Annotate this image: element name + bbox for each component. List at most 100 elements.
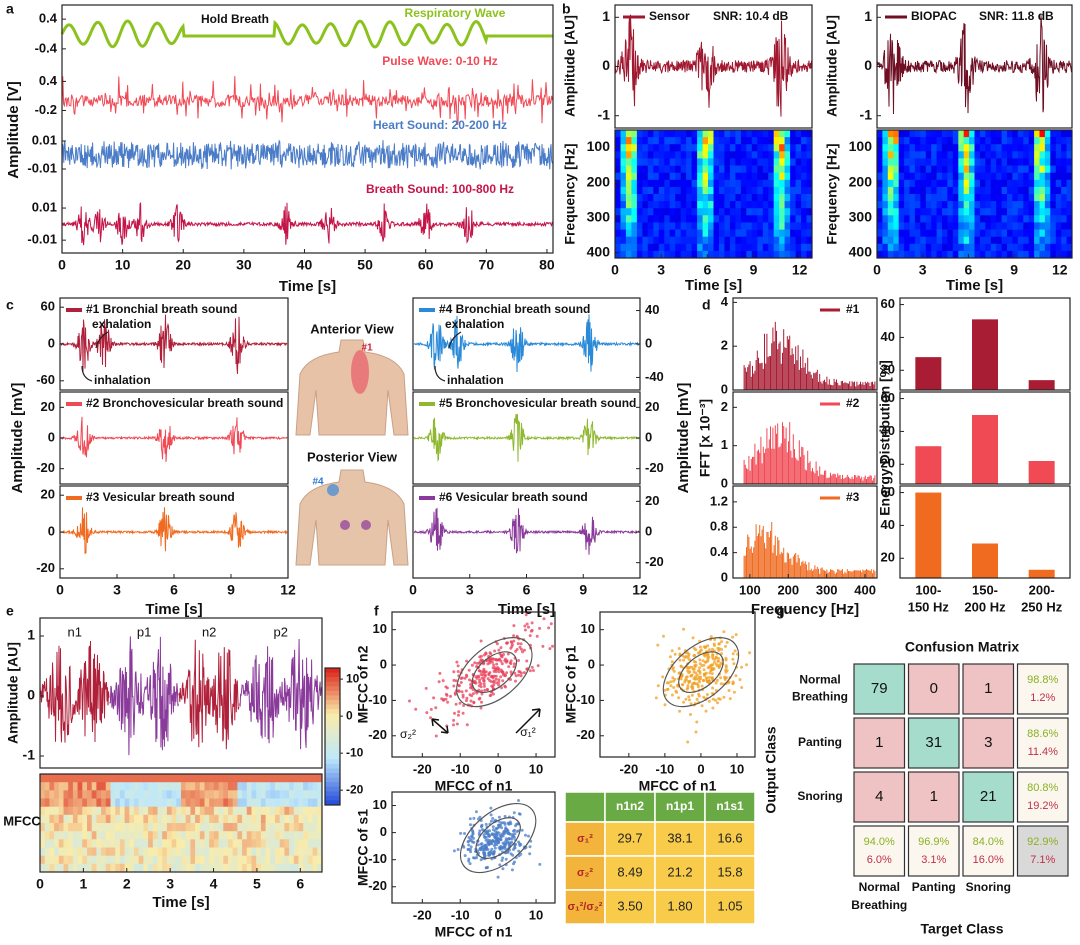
scatter-point xyxy=(484,651,488,655)
spectrogram-cell xyxy=(784,236,791,245)
label: Time [s] xyxy=(685,277,742,294)
y-tick-label: 20 xyxy=(881,550,895,565)
spectrogram-cell xyxy=(784,165,791,174)
spectrogram-cell xyxy=(647,194,654,202)
scatter-point xyxy=(732,662,736,666)
spectrogram-cell xyxy=(784,243,791,252)
spectrogram-cell xyxy=(806,165,813,174)
spectrogram-cell xyxy=(615,158,621,166)
mfcc-cell xyxy=(63,831,69,840)
mfcc-cell xyxy=(181,831,187,840)
scatter-point xyxy=(452,684,456,688)
spectrogram-cell xyxy=(1001,222,1008,230)
spectrogram-cell xyxy=(969,172,975,181)
label: 38.1 xyxy=(667,830,692,845)
label: Normal xyxy=(859,880,900,894)
spectrogram-cell xyxy=(691,144,698,152)
mfcc-cell xyxy=(181,814,187,824)
mfcc-cell xyxy=(58,863,64,873)
spectrogram-cell xyxy=(1017,215,1024,223)
spectrogram-cell xyxy=(882,151,889,159)
spectrogram-cell xyxy=(996,130,1002,138)
scatter-point xyxy=(480,842,484,846)
mfcc-cell xyxy=(265,782,271,791)
spectrogram-cell xyxy=(697,208,703,216)
scatter-point xyxy=(471,840,475,844)
spectrogram-cell xyxy=(990,243,997,252)
spectrogram-cell xyxy=(1034,208,1040,216)
spectrogram-cell xyxy=(724,243,731,252)
spectrogram-cell xyxy=(985,215,992,223)
spectrogram-cell xyxy=(642,179,649,188)
y-tick-label: 400 xyxy=(587,243,611,259)
spectrogram-cell xyxy=(762,130,769,138)
spectrogram-cell xyxy=(877,201,883,209)
scatter-point xyxy=(464,699,468,703)
spectrogram-cell xyxy=(697,186,703,195)
mfcc-cell xyxy=(213,798,219,808)
spectrogram-cell xyxy=(762,158,769,166)
label: n1 xyxy=(67,624,81,639)
mfcc-cell xyxy=(246,798,252,808)
mfcc-cell xyxy=(303,798,309,808)
spectrogram-cell xyxy=(969,130,975,138)
mfcc-cell xyxy=(242,831,248,840)
spectrogram-cell xyxy=(979,229,986,238)
scatter-point xyxy=(738,678,742,682)
spectrogram-cell xyxy=(942,201,948,209)
mfcc-cell xyxy=(228,782,234,791)
spectrogram-cell xyxy=(719,179,725,188)
spectrogram-cell xyxy=(914,229,921,238)
spectrogram-cell xyxy=(724,165,731,174)
scatter-point xyxy=(512,862,515,866)
mfcc-cell xyxy=(260,847,266,857)
spectrogram-cell xyxy=(757,201,764,209)
spectrogram-cell xyxy=(1044,229,1051,238)
mfcc-cell xyxy=(119,831,125,840)
spectrogram-cell xyxy=(779,179,786,188)
scatter-point xyxy=(501,856,505,860)
scatter-point xyxy=(470,663,474,667)
spectrogram-cell xyxy=(784,137,791,145)
spectrogram-cell xyxy=(642,208,649,216)
spectrogram-cell xyxy=(680,194,687,202)
spectrogram-cell xyxy=(686,186,692,195)
spectrogram-cell xyxy=(882,250,889,259)
waveform xyxy=(413,314,640,373)
bar xyxy=(972,543,998,578)
spectrogram-cell xyxy=(757,194,764,202)
spectrogram-cell xyxy=(1023,144,1030,152)
spectrogram-cell xyxy=(996,208,1002,216)
spectrogram-cell xyxy=(664,130,671,138)
y-tick-label: 0 xyxy=(380,824,387,839)
spectrogram-cell xyxy=(1050,194,1057,202)
mfcc-cell xyxy=(246,782,252,791)
scatter-point xyxy=(673,652,677,656)
scatter-point xyxy=(487,834,491,838)
scatter-point xyxy=(492,833,496,837)
spectrogram-cell xyxy=(686,194,692,202)
scatter-point xyxy=(535,634,539,638)
mfcc-cell xyxy=(87,790,93,799)
spectrogram-cell xyxy=(762,151,769,159)
spectrogram-cell xyxy=(969,250,975,259)
mfcc-cell xyxy=(87,839,93,848)
spectrogram-cell xyxy=(757,208,764,216)
y-tick-label: 4 xyxy=(721,294,729,309)
spectrogram-cell xyxy=(942,137,948,145)
mfcc-cell xyxy=(279,806,285,816)
spectrogram-cell xyxy=(713,130,720,138)
spectrogram-cell xyxy=(914,201,921,209)
spectrogram-cell xyxy=(898,208,905,216)
x-tick-label: 70 xyxy=(479,257,495,273)
spectrogram-cell xyxy=(952,201,959,209)
mfcc-cell xyxy=(303,831,309,840)
spectrogram-cell xyxy=(669,201,676,209)
spectrogram-cell xyxy=(963,165,970,174)
spectrogram-cell xyxy=(680,229,687,238)
mfcc-cell xyxy=(246,814,252,824)
spectrogram-cell xyxy=(713,222,720,230)
spectrogram-cell xyxy=(996,137,1002,145)
mfcc-cell xyxy=(96,814,102,824)
spectrogram-cell xyxy=(1044,179,1051,188)
